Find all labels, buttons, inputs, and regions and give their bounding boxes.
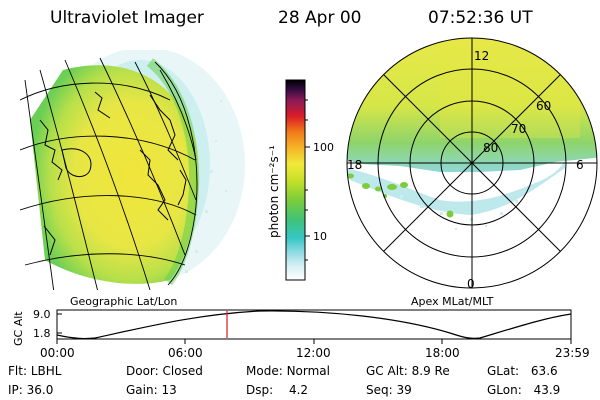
- altitude-timeline: GC Alt 9.0 1.8 00:00 06:00 12:00 18:00 2…: [12, 308, 590, 360]
- footer-glat: GLat: 63.6: [487, 364, 558, 378]
- footer-mode: Mode: Normal: [246, 364, 330, 378]
- geographic-globe: [20, 50, 245, 290]
- mlt-label-18: 18: [347, 158, 362, 172]
- mlt-label-12: 12: [474, 49, 489, 63]
- colorbar: [285, 79, 306, 281]
- mlat-label-70: 70: [511, 122, 526, 136]
- timeline-axis-label: GC Alt: [12, 311, 25, 346]
- timeline-xtick-0600: 06:00: [168, 346, 203, 360]
- app-title: Ultraviolet Imager: [50, 8, 204, 28]
- polar-mlat-mlt-plot: 12 18 6 0 60 70 80: [346, 37, 598, 291]
- footer-seq: Seq: 39: [366, 383, 412, 397]
- mlat-label-80: 80: [483, 141, 498, 155]
- colorbar-tick-10: 10: [313, 230, 327, 243]
- time-label: 07:52:36 UT: [428, 8, 533, 28]
- timeline-xtick-0000: 00:00: [40, 346, 75, 360]
- timeline-xtick-1200: 12:00: [296, 346, 331, 360]
- timeline-ytick-1-8: 1.8: [33, 327, 51, 340]
- footer-gc-alt: GC Alt: 8.9 Re: [366, 364, 450, 378]
- footer-door: Door: Closed: [126, 364, 203, 378]
- timeline-xtick-1800: 18:00: [425, 346, 460, 360]
- geographic-panel-label: Geographic Lat/Lon: [70, 295, 177, 308]
- timeline-ytick-9: 9.0: [33, 308, 51, 321]
- footer-ip: IP: 36.0: [8, 383, 54, 397]
- mlt-label-6: 6: [576, 158, 584, 172]
- footer-gain: Gain: 13: [126, 383, 177, 397]
- mlt-label-0: 0: [467, 277, 475, 291]
- date-label: 28 Apr 00: [278, 8, 362, 28]
- colorbar-tick-100: 100: [313, 141, 334, 154]
- colorbar-ticks: [305, 99, 310, 261]
- polar-panel-label: Apex MLat/MLT: [411, 295, 494, 308]
- footer-dsp: Dsp: 4.2: [246, 383, 309, 397]
- colorbar-unit-label: photon cm⁻²s⁻¹: [267, 145, 281, 238]
- mlat-label-60: 60: [536, 99, 551, 113]
- footer-glon: GLon: 43.9: [487, 383, 561, 397]
- timeline-xtick-2359: 23:59: [555, 346, 590, 360]
- footer-flt: Flt: LBHL: [8, 364, 62, 378]
